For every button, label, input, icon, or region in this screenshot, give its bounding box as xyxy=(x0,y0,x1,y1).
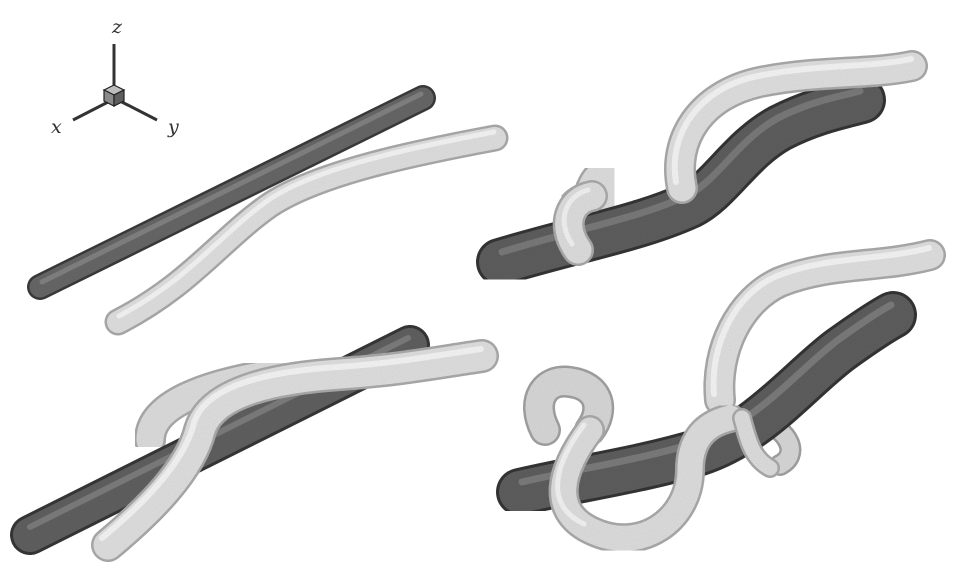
z-axis-label: z xyxy=(111,16,123,38)
panel-bottom-left xyxy=(10,325,499,562)
x-axis-line xyxy=(72,98,113,122)
x-axis-label: x xyxy=(51,116,62,138)
dark-vortex-tube xyxy=(27,85,436,300)
panel-top-left xyxy=(27,85,509,336)
axis-triad xyxy=(72,44,158,122)
light-vortex-tube xyxy=(548,403,780,554)
dark-vortex-tube xyxy=(476,76,886,286)
panel-bottom-right xyxy=(496,239,946,554)
light-vortex-tube-back xyxy=(523,239,946,476)
light-vortex-tube xyxy=(104,124,509,336)
light-vortex-tube xyxy=(552,50,928,266)
y-axis-label: y xyxy=(167,116,179,138)
light-vortex-tube xyxy=(91,339,499,562)
axis-origin-cube xyxy=(102,84,126,107)
panel-top-right xyxy=(476,50,928,286)
y-axis-line xyxy=(117,98,158,122)
